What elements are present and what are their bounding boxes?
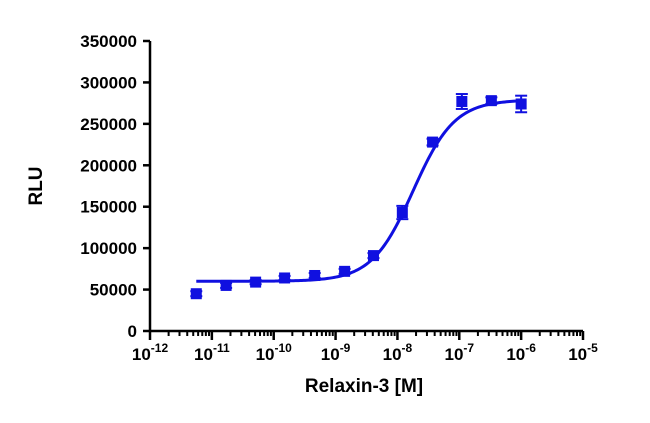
y-tick-label: 50000 [90, 281, 137, 300]
data-point [250, 276, 262, 288]
data-point [456, 95, 468, 107]
data-point [339, 265, 351, 277]
fit-curve-layer [196, 99, 522, 283]
x-axis-label: Relaxin-3 [M] [305, 376, 423, 397]
y-tick-label: 350000 [80, 32, 137, 51]
data-point [515, 98, 527, 110]
x-tick-label: 10-5 [568, 341, 598, 364]
y-tick-label: 150000 [80, 198, 137, 217]
y-tick-label: 250000 [80, 115, 137, 134]
x-tick-label: 10-10 [256, 341, 293, 364]
data-point [396, 207, 408, 219]
data-point [279, 272, 291, 284]
tick-marks [143, 39, 585, 340]
y-tick-label: 100000 [80, 239, 137, 258]
data-point [367, 250, 379, 262]
data-point [190, 288, 202, 300]
y-tick-label: 300000 [80, 73, 137, 92]
data-points-layer [190, 93, 528, 300]
x-tick-label: 10-9 [321, 341, 351, 364]
y-tick-label: 0 [128, 322, 137, 341]
x-tick-label: 10-6 [506, 341, 536, 364]
x-tick-label: 10-11 [194, 341, 230, 364]
data-point [309, 269, 321, 281]
data-point [220, 279, 232, 291]
x-tick-label: 10-12 [132, 341, 169, 364]
data-point [427, 136, 439, 148]
fit-curve [196, 99, 522, 283]
x-tick-label: 10-7 [444, 341, 474, 364]
data-point [485, 95, 497, 107]
y-tick-label: 200000 [80, 156, 137, 175]
axes [148, 41, 583, 333]
x-tick-label: 10-8 [383, 341, 413, 364]
y-axis-label: RLU [26, 166, 47, 205]
